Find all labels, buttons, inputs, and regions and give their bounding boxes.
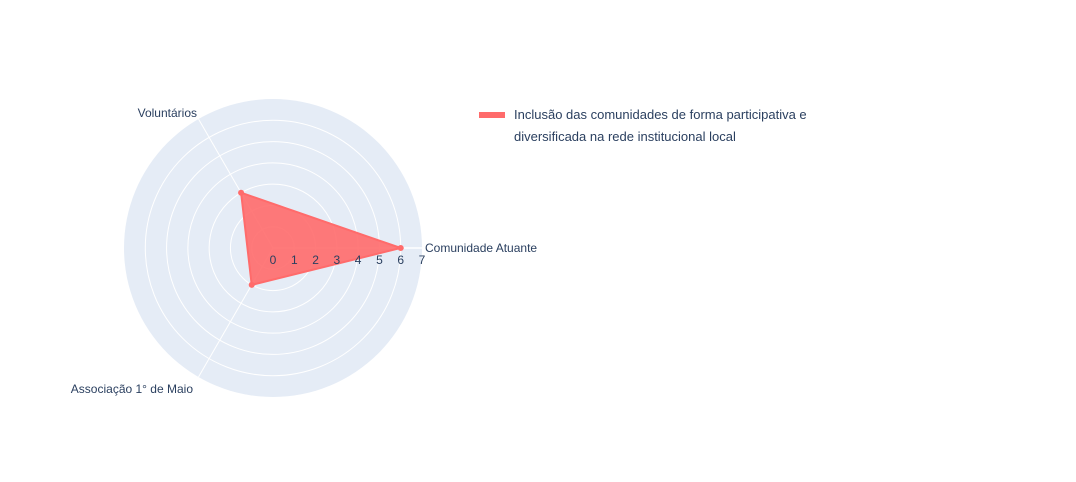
- radial-tick-label: 5: [376, 253, 383, 267]
- data-point-0[interactable]: [397, 245, 404, 251]
- category-label: Comunidade Atuante: [425, 241, 537, 255]
- category-label: Associação 1° de Maio: [71, 382, 194, 396]
- category-label: Voluntários: [138, 106, 197, 120]
- legend[interactable]: Inclusão das comunidades de forma partic…: [476, 104, 836, 148]
- legend-label: Inclusão das comunidades de forma partic…: [514, 104, 807, 148]
- radial-tick-label: 7: [419, 253, 426, 267]
- series-area-0[interactable]: [239, 191, 405, 287]
- data-point-2[interactable]: [248, 281, 255, 288]
- radial-tick-label: 0: [270, 253, 277, 267]
- radial-tick-label: 1: [291, 253, 298, 267]
- legend-label-line-1: Inclusão das comunidades de forma partic…: [514, 107, 807, 122]
- legend-label-line-2: diversificada na rede institucional loca…: [514, 129, 736, 144]
- radial-tick-label: 3: [334, 253, 341, 267]
- radial-tick-label: 4: [355, 253, 362, 267]
- radial-tick-label: 6: [397, 253, 404, 267]
- radial-tick-label: 2: [312, 253, 319, 267]
- legend-swatch-icon: [479, 112, 505, 118]
- data-point-1[interactable]: [238, 189, 245, 196]
